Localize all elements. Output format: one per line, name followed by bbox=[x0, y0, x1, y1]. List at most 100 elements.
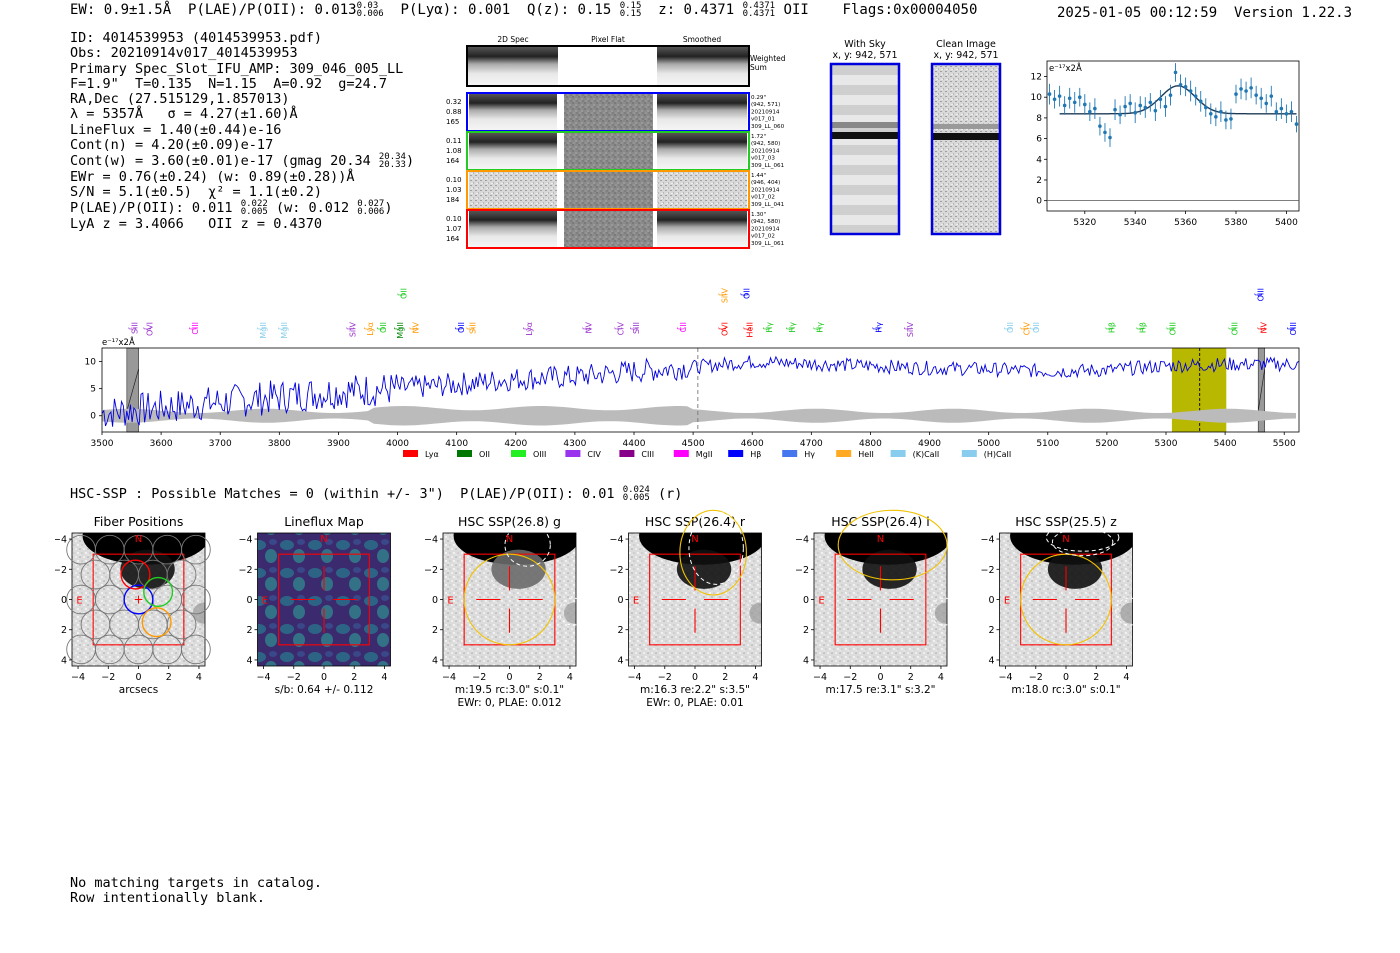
full-xtick-label: 5500 bbox=[1273, 439, 1296, 449]
cutout-right-meta: 1.30" bbox=[751, 212, 766, 218]
zoom-xtick-label: 5380 bbox=[1225, 218, 1248, 228]
emission-line-label: OVI bbox=[145, 322, 154, 336]
full-xtick-label: 4000 bbox=[386, 439, 409, 449]
emission-line-label: OII bbox=[1006, 322, 1015, 333]
zoom-data-point bbox=[1284, 111, 1289, 116]
hsc-xtick-label: −2 bbox=[472, 672, 486, 683]
zoom-data-point bbox=[1234, 92, 1238, 96]
sky-band-dark bbox=[832, 132, 898, 139]
zoom-data-point bbox=[1118, 112, 1122, 117]
hsc-panel-caption: EWr: 0, PLAE: 0.012 bbox=[457, 697, 561, 709]
legend-swatch bbox=[961, 450, 977, 457]
legend-swatch bbox=[836, 450, 852, 457]
emission-line-bracket: { bbox=[613, 326, 622, 331]
zoom-ytick-label: 6 bbox=[1036, 135, 1042, 145]
emission-line-label: SiIV bbox=[720, 287, 729, 303]
spectrum-line bbox=[101, 355, 1300, 427]
emission-line-label: OVI bbox=[720, 322, 729, 336]
full-xtick-label: 5300 bbox=[1155, 439, 1178, 449]
zoom-data-point bbox=[1148, 100, 1153, 105]
cutout-right-meta: 309_LL_061 bbox=[751, 241, 785, 247]
legend-label: (K)CaII bbox=[913, 450, 940, 459]
neighbor-ellipse bbox=[1051, 527, 1114, 557]
sky-stripe bbox=[832, 95, 898, 105]
full-xtick-label: 4100 bbox=[445, 439, 468, 449]
cutout-left-stat: 0.10 bbox=[446, 215, 462, 223]
hsc-ytick-label: −4 bbox=[795, 535, 809, 546]
with-sky-image bbox=[832, 65, 898, 235]
emission-line-label: SiII bbox=[632, 322, 641, 334]
info-sn: S/N = 5.1(±0.5) χ² = 1.1(±0.2) bbox=[70, 183, 322, 200]
emission-line-bracket: { bbox=[1254, 292, 1263, 297]
footer-line-2: Row intentionally blank. bbox=[70, 890, 266, 906]
zoom-data-point bbox=[1224, 118, 1228, 122]
emission-line-label: CII bbox=[679, 322, 688, 332]
zoom-data-point bbox=[1138, 103, 1143, 108]
emission-line-label: OIII bbox=[1169, 322, 1178, 335]
hsc-ytick-label: −4 bbox=[238, 535, 252, 546]
zoom-ytick-label: 8 bbox=[1036, 114, 1042, 124]
sky-stripe bbox=[832, 85, 898, 95]
emission-line-bracket: { bbox=[142, 326, 151, 331]
hsc-xtick-label: 0 bbox=[135, 672, 141, 683]
emission-line-label: NV bbox=[411, 321, 420, 333]
sky-stripe bbox=[832, 75, 898, 85]
hsc-panel-title: HSC SSP(26.8) g bbox=[458, 514, 561, 529]
sky-stripe bbox=[832, 185, 898, 195]
zoom-data-point bbox=[1123, 104, 1127, 109]
source-halo bbox=[1047, 549, 1103, 589]
emission-line-label: CIII bbox=[191, 322, 200, 335]
bright-source bbox=[639, 533, 762, 565]
hsc-xtick-label: 0 bbox=[877, 672, 883, 683]
full-xtick-label: 3500 bbox=[91, 439, 114, 449]
hsc-panels: Fiber Positions + N E −4 4 −2 2 0 0 2 −2 4 −4 arcsecs L… bbox=[55, 509, 1144, 709]
legend-label: MgII bbox=[696, 450, 713, 459]
selected-fiber bbox=[123, 584, 154, 615]
clean-image-title: Clean Image bbox=[936, 39, 996, 50]
emission-line-bracket: { bbox=[785, 326, 794, 331]
info-lambda: λ = 5357Å σ = 4.27(±1.60)Å bbox=[70, 106, 298, 123]
zoom-spectrum-chart: 0 2 4 6 8 10 12 5320 5340 5360 5380 5400 e⁻¹⁷x2Å bbox=[1031, 60, 1300, 228]
cutout-right-meta: (942, 571) bbox=[751, 102, 780, 108]
cutout-left-stat: 165 bbox=[446, 118, 459, 126]
emission-line-bracket: { bbox=[739, 292, 748, 297]
legend-swatch bbox=[728, 450, 744, 457]
legend-swatch bbox=[511, 450, 526, 457]
zoom-plot-area bbox=[1046, 60, 1300, 212]
emission-line-label: Lyα bbox=[366, 322, 375, 336]
hsc-ytick-label: 2 bbox=[803, 625, 809, 636]
sky-stripe bbox=[832, 115, 898, 125]
emission-line-label: NV bbox=[1260, 321, 1269, 333]
hsc-ytick-label: −2 bbox=[609, 565, 623, 576]
emission-line-bracket: { bbox=[717, 292, 726, 297]
cutout-header-2dspec: 2D Spec bbox=[497, 35, 528, 44]
zoom-data-point bbox=[1052, 97, 1057, 102]
info-lya-z: LyA z = 3.4066 OII z = 0.4370 bbox=[70, 215, 322, 232]
emission-line-label: CIV bbox=[1022, 321, 1031, 335]
hsc-xtick-label: 0 bbox=[692, 672, 698, 683]
emission-line-bracket: { bbox=[393, 326, 402, 331]
emission-line-bracket: { bbox=[128, 326, 137, 331]
hsc-xtick-label: 0 bbox=[1063, 672, 1069, 683]
source-halo bbox=[491, 549, 546, 589]
north-label: N bbox=[135, 534, 142, 545]
hsc-ytick-label: 0 bbox=[61, 595, 67, 606]
sky-stripe bbox=[832, 165, 898, 175]
hsc-panel-caption: m:16.3 re:2.2" s:3.5" bbox=[640, 684, 750, 696]
hsc-ytick-label: −4 bbox=[55, 535, 67, 546]
hsc-ytick-label: −4 bbox=[424, 535, 438, 546]
cutout-pixelflat-1 bbox=[564, 133, 653, 169]
full-xtick-label: 4300 bbox=[563, 439, 586, 449]
zoom-data-point bbox=[1264, 101, 1269, 106]
cutout-grid: 2D Spec Pixel Flat Smoothed Weighted Sum… bbox=[446, 35, 786, 249]
source-halo bbox=[120, 549, 175, 589]
emission-line-bracket: { bbox=[872, 326, 881, 331]
info-plae: P(LAE)/P(OII): 0.011 0.022 0.005 (w: 0.01… bbox=[70, 199, 393, 218]
hsc-panel-caption: EWr: 0, PLAE: 0.01 bbox=[646, 697, 743, 709]
full-xtick-label: 5400 bbox=[1214, 439, 1237, 449]
legend-label: (H)CaII bbox=[984, 450, 1011, 459]
zoom-data-point bbox=[1088, 109, 1092, 114]
cutout-left-stat: 1.03 bbox=[446, 186, 462, 194]
emission-line-bracket: { bbox=[277, 326, 286, 331]
hsc-xtick-label: −2 bbox=[1029, 672, 1043, 683]
